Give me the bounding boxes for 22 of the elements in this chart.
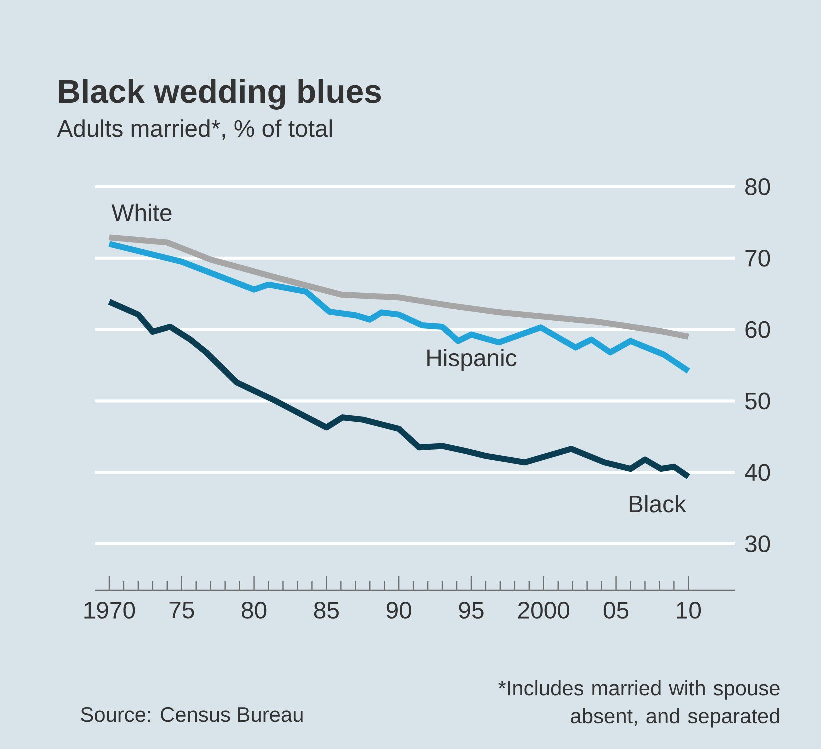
x-tick-label: 2000 xyxy=(518,602,570,619)
y-tick-label: 70 xyxy=(746,250,770,267)
series-label: Black xyxy=(630,495,686,513)
x-tick-label: 75 xyxy=(170,602,194,619)
y-tick-label: 50 xyxy=(745,392,770,410)
x-tick-label: 95 xyxy=(459,602,484,619)
x-tick-label: 80 xyxy=(242,602,267,619)
y-tick-label: 40 xyxy=(745,464,770,482)
x-tick-label: 10 xyxy=(677,602,702,619)
text: *Includes married with spouse absent, and separated xyxy=(498,680,780,728)
y-tick-label: 60 xyxy=(746,321,770,338)
chart-title: Black wedding blues xyxy=(59,79,382,110)
x-tick-label: 05 xyxy=(604,602,629,619)
x-tick-label: 85 xyxy=(314,602,339,619)
chart-subtitle: Adults married*, % of total xyxy=(57,120,332,140)
x-tick-label: 1970 xyxy=(84,602,136,619)
y-tick-label: 30 xyxy=(745,536,770,553)
series-label: Hispanic xyxy=(428,349,517,372)
y-tick-label: 80 xyxy=(746,178,770,196)
series-label: White xyxy=(112,204,172,222)
x-tick-label: 90 xyxy=(386,602,412,619)
source-note: Source: Census Bureau xyxy=(81,707,303,722)
